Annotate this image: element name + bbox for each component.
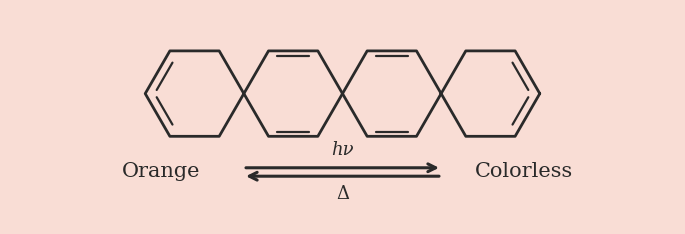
Text: Colorless: Colorless — [475, 162, 573, 182]
Text: Δ: Δ — [336, 185, 349, 203]
Text: hν: hν — [331, 141, 354, 159]
Text: Orange: Orange — [122, 162, 200, 182]
